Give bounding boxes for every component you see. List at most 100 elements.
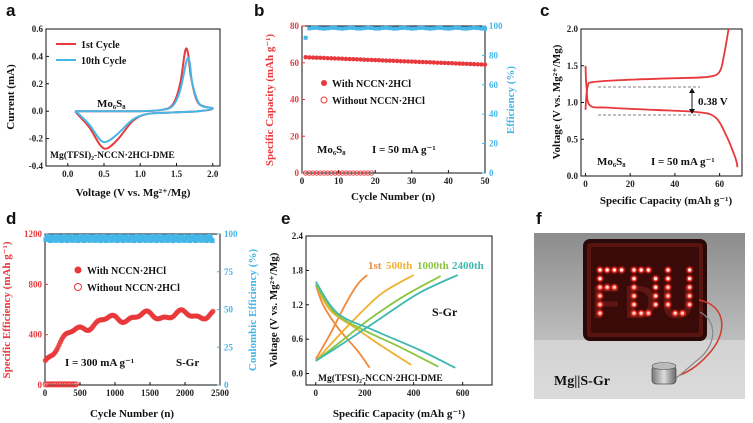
legend-with-label: With NCCN·2HCl xyxy=(332,79,411,90)
panel-b-with-capacity-point xyxy=(398,58,404,64)
panel-d-efficiency-point xyxy=(96,234,101,240)
panel-e-frame xyxy=(305,235,493,386)
panel-b-with-capacity-point xyxy=(435,60,440,65)
panel-b-without-capacity-point xyxy=(354,170,360,176)
led-dot-core xyxy=(598,294,602,298)
led-dot-core xyxy=(632,268,636,272)
panel-b-efficiency-point xyxy=(453,25,458,30)
panel-c-xtick-label: 0 xyxy=(583,179,588,189)
panel-b-efficiency-point xyxy=(435,25,440,30)
panel-b-with-capacity-point xyxy=(303,55,308,60)
panel-d-efficiency-point xyxy=(205,237,210,243)
panel-c-discharge-curve xyxy=(584,65,739,168)
panel-b-without-capacity-point xyxy=(328,170,334,176)
panel-a-ylabel: Current (mA) xyxy=(5,64,17,130)
led-dot-core xyxy=(688,277,692,281)
panel-d-efficiency-point xyxy=(132,237,138,243)
panel-b-ylabel-left: Specific Capacity (mAh g⁻¹) xyxy=(264,34,276,167)
panel-a-xlabel: Voltage (V vs. Mg²⁺/Mg) xyxy=(76,187,191,199)
panel-d: d 0 500 1000 1500 2000 2500040080012000255075… xyxy=(1,209,259,420)
led-dot-core xyxy=(598,268,602,272)
panel-a-ytick-label: 0.6 xyxy=(32,24,44,34)
panel-b-efficiency-point xyxy=(391,26,396,31)
panel-b-efficiency-point xyxy=(365,25,370,30)
panel-c-material: Mo₆S₈ xyxy=(597,156,626,168)
panel-b-without-capacity-point xyxy=(361,170,367,176)
legend-d-with-label: With NCCN·2HCl xyxy=(87,266,166,277)
panel-a-material: Mo₆S₈ xyxy=(97,98,126,110)
legend-without-marker xyxy=(320,96,328,104)
panel-d-right-ytick-label: 0 xyxy=(224,380,229,390)
panel-d-xtick-label: 1000 xyxy=(106,388,125,398)
panel-b-with-capacity-point xyxy=(394,58,400,64)
panel-b-efficiency-point xyxy=(431,26,436,31)
panel-b-with-capacity-point xyxy=(347,56,352,62)
photo-caption: Mg||S-Gr xyxy=(554,374,610,389)
panel-b-with-capacity-point xyxy=(446,60,451,66)
panel-b-right-ytick-label: 0 xyxy=(489,168,494,178)
panel-b-with-capacity-point xyxy=(482,62,488,67)
panel-b-with-capacity-point xyxy=(449,61,455,66)
panel-d-without-capacity-point xyxy=(69,381,76,388)
led-dot-core xyxy=(598,311,602,315)
panel-d-efficiency-point xyxy=(63,235,68,240)
panel-e-label: e xyxy=(281,209,290,228)
panel-b-with-capacity-point xyxy=(402,59,407,64)
panel-b-with-capacity-point xyxy=(431,60,436,65)
panel-c-xlabel: Specific Capacity (mAh g⁻¹) xyxy=(600,195,733,207)
panel-b-xtick-label: 0 xyxy=(300,176,305,186)
panel-c-lines xyxy=(584,28,739,168)
panel-d-right-ytick-label: 75 xyxy=(224,267,234,277)
panel-e-2400th-discharge-curve xyxy=(315,281,456,369)
panel-b-with-capacity-point xyxy=(369,57,374,63)
panel-e-ytick-label: 1.8 xyxy=(292,265,304,275)
panel-b-efficiency-point xyxy=(475,26,480,31)
panel-d-efficiency-point xyxy=(210,238,215,244)
panel-b-efficiency-point xyxy=(464,26,469,31)
panel-d-current: I = 300 mA g⁻¹ xyxy=(65,357,134,369)
panel-b-left-ytick-label: 80 xyxy=(290,21,300,31)
panel-b-efficiency-point xyxy=(398,25,403,30)
panel-d-efficiency-point xyxy=(118,235,124,240)
panel-d-right-ytick-label: 25 xyxy=(224,342,234,352)
panel-e-1000th-discharge-curve xyxy=(315,284,439,368)
panel-b-efficiency-point xyxy=(358,26,363,31)
panel-b-efficiency-point xyxy=(472,25,477,30)
led-dot-core xyxy=(632,294,636,298)
panel-b-efficiency-point xyxy=(387,26,392,31)
panel-c-ytick-label: 0.5 xyxy=(567,134,579,144)
panel-b-with-capacity-point xyxy=(329,56,334,61)
panel-b-efficiency-point xyxy=(310,25,315,30)
panel-a-xtick-label: 0.5 xyxy=(98,169,110,179)
panel-e: e 0 200 400 600 0.0 0.6 1.2 1.8 2.4 Specific Cap… xyxy=(268,209,493,420)
panel-b-efficiency-point xyxy=(336,26,341,31)
panel-b-with-capacity-point xyxy=(365,57,371,62)
panel-a-ytick-label: 0.2 xyxy=(32,79,44,89)
panel-d-with-capacity-point xyxy=(210,308,216,314)
panel-d-efficiency-point xyxy=(65,236,71,242)
panel-d-efficiency-point xyxy=(115,237,121,243)
panel-b-right-ytick-label: 60 xyxy=(489,80,499,90)
panel-b-without-capacity-point xyxy=(332,170,338,176)
photo-table-surface xyxy=(534,340,745,399)
panel-e-electrolyte: Mg(TFSI)₂-NCCN·2HCl-DME xyxy=(318,373,443,384)
panel-c-ticks: 0 20 40 60 0.0 0.5 1.0 1.5 2.0 xyxy=(567,24,725,189)
panel-b-left-ytick-label: 0 xyxy=(295,168,300,178)
panel-b-with-capacity-point xyxy=(468,61,473,67)
panel-b-without-capacity-point xyxy=(368,170,375,176)
panel-e-lines xyxy=(314,274,459,369)
panel-d-efficiency-point xyxy=(188,237,194,243)
led-dot-core xyxy=(598,302,602,307)
panel-b-without-capacity-point xyxy=(346,170,353,176)
panel-b-without-capacity-point xyxy=(357,170,364,176)
panel-b-efficiency-point xyxy=(417,25,422,30)
led-dot-core xyxy=(646,268,651,272)
panel-e-xtick-label: 200 xyxy=(358,388,372,398)
panel-c-gap-arrow-head-bottom xyxy=(689,109,695,114)
led-dot-core xyxy=(688,302,692,307)
panel-b-with-capacity-point xyxy=(351,56,356,62)
panel-d-efficiency-point xyxy=(171,237,177,243)
led-dot-core xyxy=(680,311,685,315)
panel-d-xtick-label: 0 xyxy=(43,388,48,398)
